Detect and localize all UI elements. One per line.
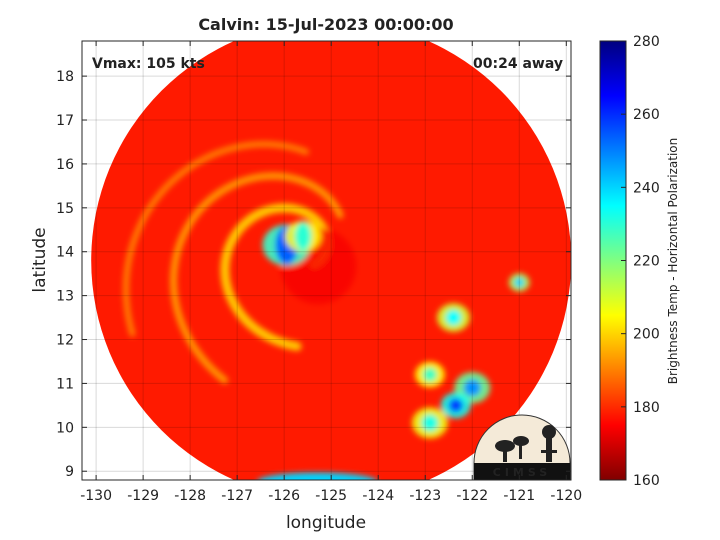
logo-tower-icon	[541, 425, 557, 462]
logo-dish-icon	[495, 436, 529, 462]
colorbar-tick-label: 260	[633, 107, 660, 123]
southern-band	[258, 472, 377, 480]
x-tick-label: -129	[127, 488, 159, 504]
y-axis-ticks: 9 10 11 12 13 14 15 16 17 18	[56, 69, 571, 480]
x-tick-label: -121	[503, 488, 535, 504]
convective-cell	[422, 367, 437, 382]
x-tick-label: -128	[174, 488, 206, 504]
y-axis-label: latitude	[30, 227, 50, 292]
x-tick-label: -127	[221, 488, 253, 504]
colorbar-label: Brightness Temp - Horizontal Polarizatio…	[666, 138, 680, 385]
convective-cell	[445, 309, 462, 326]
colorbar-tick-label: 160	[633, 473, 660, 489]
rain-band-1	[169, 172, 344, 384]
x-axis-label: longitude	[286, 513, 366, 533]
y-tick-label: 18	[56, 69, 74, 85]
x-tick-label: -124	[362, 488, 394, 504]
convective-cell	[463, 379, 481, 397]
y-tick-label: 15	[56, 201, 74, 217]
x-tick-label: -123	[409, 488, 441, 504]
field-detail	[122, 141, 530, 480]
time-offset-annotation: 00:24 away	[473, 56, 563, 72]
brightness-temp-field	[91, 41, 571, 480]
y-tick-label: 16	[56, 157, 74, 173]
y-tick-label: 17	[56, 113, 74, 129]
colorbar-tick-label: 280	[633, 34, 660, 50]
convective-cell	[421, 414, 439, 432]
logo-bar	[474, 463, 570, 480]
vmax-annotation: Vmax: 105 kts	[92, 56, 205, 72]
y-tick-label: 9	[65, 464, 74, 480]
y-tick-label: 11	[56, 376, 74, 392]
x-axis-ticks: -130 -129 -128 -127 -126 -125 -124 -123 -122 -121…	[80, 41, 582, 504]
x-tick-label: -130	[80, 488, 112, 504]
rain-band-2	[122, 141, 310, 337]
x-tick-label: -125	[315, 488, 347, 504]
logo-text: CIMSS	[493, 466, 551, 479]
convective-cell	[448, 398, 463, 413]
colorbar-tick-label: 180	[633, 400, 660, 416]
y-tick-label: 12	[56, 333, 74, 349]
x-tick-label: -126	[268, 488, 300, 504]
x-tick-label: -120	[550, 488, 582, 504]
eyewall-inner	[294, 221, 312, 251]
cimss-logo: CIMSS	[473, 414, 571, 481]
colorbar-tick-label: 200	[633, 327, 660, 343]
chart-title: Calvin: 15-Jul-2023 00:00:00	[198, 15, 453, 34]
colorbar-tick-label: 220	[633, 254, 660, 270]
x-tick-label: -122	[456, 488, 488, 504]
y-tick-label: 14	[56, 245, 74, 261]
axes-frame	[81, 40, 572, 481]
convective-cell	[514, 277, 525, 288]
colorbar-tick-label: 240	[633, 180, 660, 196]
y-tick-label: 10	[56, 420, 74, 436]
colorbar-ticks: 160 180 200 220 240 260 280	[621, 34, 660, 489]
y-tick-label: 13	[56, 289, 74, 305]
